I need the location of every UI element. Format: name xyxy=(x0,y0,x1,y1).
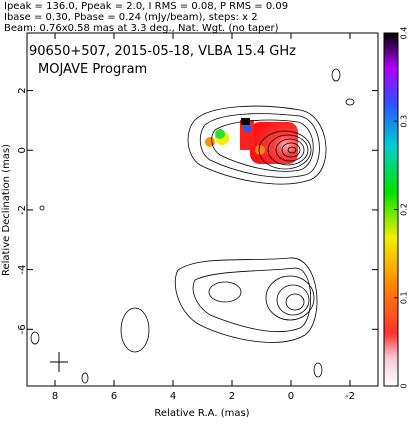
contour xyxy=(313,362,323,378)
contour xyxy=(39,205,45,211)
y-tick-label: -2 xyxy=(17,205,28,215)
x-tick-label: -2 xyxy=(345,391,355,402)
contour xyxy=(331,68,341,82)
y-tick-label: 0 xyxy=(17,147,28,153)
contour xyxy=(275,138,305,162)
colorbar-tick-label: 0.1 xyxy=(400,291,409,304)
header-line: Ipeak = 136.0, Ppeak = 2.0, I RMS = 0.08… xyxy=(4,1,288,12)
y-tick-label: -4 xyxy=(17,265,28,275)
contour xyxy=(276,284,310,316)
contour xyxy=(208,281,242,303)
contour xyxy=(345,98,355,106)
x-axis-label: Relative R.A. (mas) xyxy=(154,408,249,419)
x-tick-label: 6 xyxy=(111,391,117,402)
plot-frame xyxy=(26,32,379,387)
contour xyxy=(192,267,312,332)
x-tick-label: 4 xyxy=(170,391,176,402)
colorbar-tick-label: 0.2 xyxy=(400,203,409,216)
contour xyxy=(30,331,40,345)
header-line: Ibase = 0.30, Pbase = 0.24 (mJy/beam), s… xyxy=(4,12,258,23)
contour xyxy=(267,134,309,166)
x-tick-label: 0 xyxy=(288,391,294,402)
pol-patch xyxy=(205,137,215,147)
x-tick-label: 2 xyxy=(229,391,235,402)
contour xyxy=(258,130,312,170)
map xyxy=(30,68,355,384)
header-line: Beam: 0.76x0.58 mas at 3.3 deg., Nat. Wg… xyxy=(4,23,279,34)
x-tick-label: 8 xyxy=(52,391,58,402)
contour xyxy=(265,275,315,321)
pol-patch xyxy=(215,129,225,139)
colorbar-tick-label: 0 xyxy=(400,383,409,388)
contour xyxy=(174,257,318,343)
contour xyxy=(187,105,327,185)
colorbar-tick-label: 0.4 xyxy=(400,27,409,40)
y-tick-label: 2 xyxy=(17,87,28,93)
pol-patch xyxy=(243,126,251,132)
chart-subtitle: MOJAVE Program xyxy=(38,62,147,77)
contour xyxy=(81,372,89,384)
y-axis-label: Relative Declination (mas) xyxy=(1,144,12,276)
y-tick-label: -6 xyxy=(17,324,28,334)
contour xyxy=(211,119,314,172)
colorbar-tick-label: 0.3 xyxy=(400,115,409,128)
contour xyxy=(287,146,297,154)
chart-title: 90650+507, 2015-05-18, VLBA 15.4 GHz xyxy=(29,44,296,59)
contour xyxy=(199,113,320,178)
contour xyxy=(281,142,301,158)
contour xyxy=(285,293,305,311)
contour xyxy=(120,307,150,353)
pol-patch xyxy=(255,145,265,155)
